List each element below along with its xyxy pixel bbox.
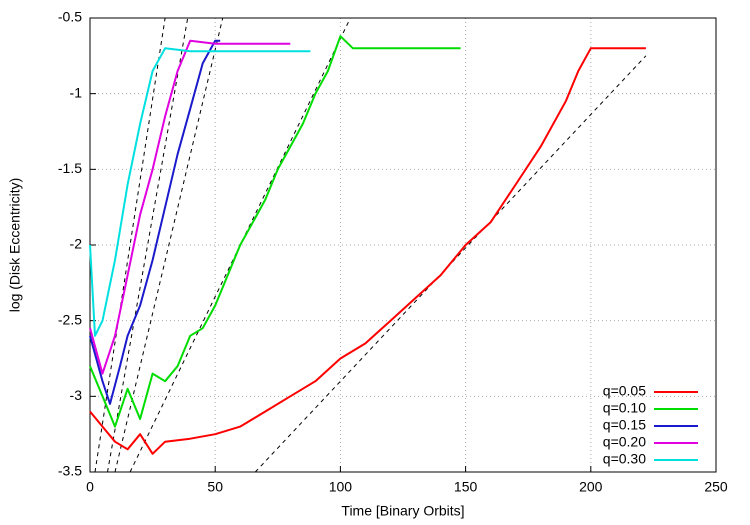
- series-line: [89, 47, 646, 455]
- legend-label: q=0.10: [603, 400, 646, 416]
- fit-line: [107, 17, 189, 473]
- y-tick-label: -3.5: [58, 463, 82, 479]
- y-tick-label: -3: [70, 387, 83, 403]
- y-tick-label: -2.5: [58, 311, 82, 327]
- legend-label: q=0.05: [603, 383, 646, 399]
- y-tick-label: -2: [70, 236, 83, 252]
- y-tick-label: -1.5: [58, 160, 82, 176]
- series-line: [89, 39, 291, 375]
- y-axis-title: log (Disk Eccentricity): [7, 178, 23, 313]
- x-axis-title: Time [Binary Orbits]: [341, 503, 464, 519]
- x-tick-label: 100: [329, 479, 353, 495]
- x-tick-label: 50: [207, 479, 223, 495]
- fit-line: [114, 17, 224, 473]
- legend-label: q=0.30: [603, 451, 646, 467]
- fit-line: [254, 55, 647, 473]
- series-line: [89, 39, 221, 405]
- series-line: [89, 47, 311, 337]
- x-tick-label: 200: [579, 479, 603, 495]
- series-line: [89, 35, 461, 428]
- legend-label: q=0.15: [603, 417, 646, 433]
- x-tick-label: 150: [454, 479, 478, 495]
- x-tick-label: 0: [86, 479, 94, 495]
- x-tick-label: 250: [704, 479, 728, 495]
- legend-label: q=0.20: [603, 434, 646, 450]
- y-tick-label: -0.5: [58, 9, 82, 25]
- y-tick-label: -1: [70, 84, 83, 100]
